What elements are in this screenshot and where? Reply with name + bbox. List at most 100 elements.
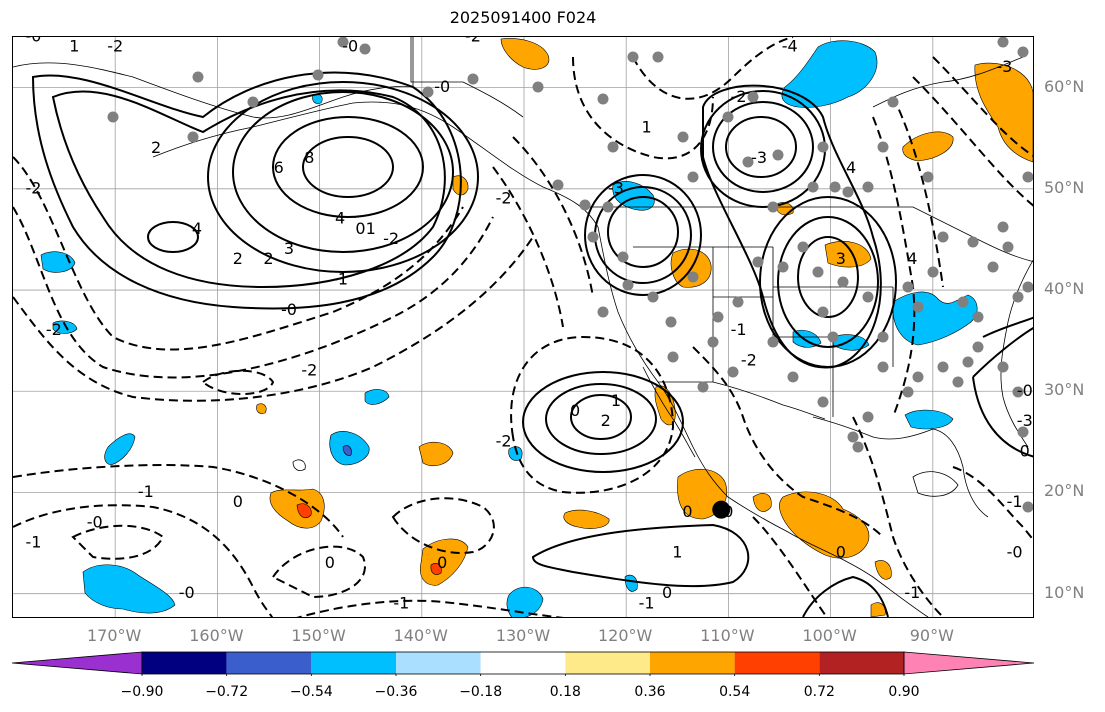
station-dot <box>747 91 759 103</box>
contour-label: 1 <box>642 118 652 137</box>
contour-label: -0 <box>1007 543 1023 562</box>
contour-label: 8 <box>304 148 314 167</box>
contour-label: 6 <box>274 158 284 177</box>
contour-label: 1 <box>366 219 376 238</box>
contour-label: -3 <box>1017 411 1033 430</box>
contour-ring <box>802 575 889 617</box>
station-dot <box>937 361 949 373</box>
contour-label: -0 <box>1017 381 1033 400</box>
station-dot <box>337 37 349 48</box>
contour-ring <box>570 394 632 440</box>
station-dot <box>847 431 859 443</box>
shade-blue-region <box>624 574 638 592</box>
longitude-label: 140°W <box>393 626 448 645</box>
shade-blue-region <box>904 409 954 430</box>
contour-label: -2 <box>731 87 747 106</box>
contour-label: -4 <box>782 37 798 56</box>
contour-negative-dashed <box>296 599 564 617</box>
station-dot <box>687 171 699 183</box>
longitude-label: 160°W <box>189 626 244 645</box>
station-dot <box>552 179 564 191</box>
contour-negative-dashed <box>391 497 495 554</box>
contour-label: -3 <box>751 148 767 167</box>
station-dot <box>902 386 914 398</box>
station-dot <box>902 281 914 293</box>
contour-ring <box>147 221 199 253</box>
contour-label: 0 <box>836 543 846 562</box>
contour-label: -1 <box>332 269 348 288</box>
station-dot <box>862 411 874 423</box>
contour-label: -2 <box>25 178 41 197</box>
contour-negative-dashed <box>13 236 534 402</box>
station-dot <box>617 251 629 263</box>
station-dot <box>1022 281 1033 293</box>
contour-label: 2 <box>233 249 243 268</box>
contour-negative-dashed <box>632 37 794 100</box>
latitude-label: 30°N <box>1044 380 1085 400</box>
station-dot <box>927 266 939 278</box>
station-dot <box>972 341 984 353</box>
station-dot <box>817 306 829 318</box>
latitude-label: 60°N <box>1044 76 1085 96</box>
station-dot <box>812 266 824 278</box>
map-canvas: 6843224210-2-1-0-2-2-2-21-0-0-2-0-2120-2… <box>13 37 1033 617</box>
station-dot <box>912 301 924 313</box>
station-dot <box>767 336 779 348</box>
station-dot <box>817 396 829 408</box>
station-dot <box>665 316 677 328</box>
coastline-baja <box>642 366 696 458</box>
contour-label: -1 <box>393 593 409 612</box>
contour-label: 0 <box>570 401 580 420</box>
station-dot <box>742 156 754 168</box>
station-dot <box>767 201 779 213</box>
longitude-label: 100°W <box>802 626 857 645</box>
contour-label: -2 <box>383 229 399 248</box>
coastline-alaska-south <box>152 101 599 228</box>
shade-blue-region <box>792 329 822 348</box>
station-dot <box>247 96 259 108</box>
border-us-mexico <box>658 381 826 420</box>
station-dot <box>852 441 864 453</box>
latitude-label: 10°N <box>1044 582 1085 602</box>
contour-ring <box>545 383 657 455</box>
colorbar-tick-label: 0.18 <box>549 684 581 700</box>
station-dot <box>1002 241 1014 253</box>
contour-label: -2 <box>107 37 123 56</box>
contour-ring <box>522 371 684 473</box>
marker-layer <box>712 500 731 519</box>
contour-lines <box>31 71 1033 617</box>
station-dot <box>877 141 889 153</box>
contour-label: 0 <box>325 553 335 572</box>
colorbar-outline <box>141 651 905 675</box>
shade-blue-region <box>82 564 176 614</box>
contour-low-ring <box>712 101 814 193</box>
contour-low-ring <box>777 216 879 348</box>
station-dot <box>837 276 849 288</box>
shade-blue-region <box>781 40 878 108</box>
contour-label: 0 <box>662 583 672 602</box>
map-frame[interactable]: 6843224210-2-1-0-2-2-2-21-0-0-2-0-2120-2… <box>12 36 1034 618</box>
contour-label: 2 <box>601 411 611 430</box>
colorbar-tick-label: 0.90 <box>888 684 920 700</box>
shade-orange-region <box>752 493 772 512</box>
contour-label: -0 <box>342 37 358 56</box>
colorbar-tick-label: 0.72 <box>803 684 835 700</box>
contour-negative-dashed <box>13 464 344 538</box>
longitude-label: 150°W <box>291 626 346 645</box>
station-dot <box>877 331 889 343</box>
station-dot <box>1022 501 1033 513</box>
longitude-label: 110°W <box>700 626 755 645</box>
station-dot <box>817 141 829 153</box>
station-dot <box>677 131 689 143</box>
contour-negative-dashed <box>912 56 1033 207</box>
station-dot <box>1017 46 1029 58</box>
shade-blue-region <box>342 445 352 456</box>
contour-label: -0 <box>434 77 450 96</box>
contour-label: 0 <box>233 492 243 511</box>
contour-label: -2 <box>301 361 317 380</box>
station-dot <box>602 201 614 213</box>
station-dot <box>797 241 809 253</box>
station-dot <box>807 181 819 193</box>
map-title: 2025091400 F024 <box>449 8 597 27</box>
station-dot <box>697 381 709 393</box>
